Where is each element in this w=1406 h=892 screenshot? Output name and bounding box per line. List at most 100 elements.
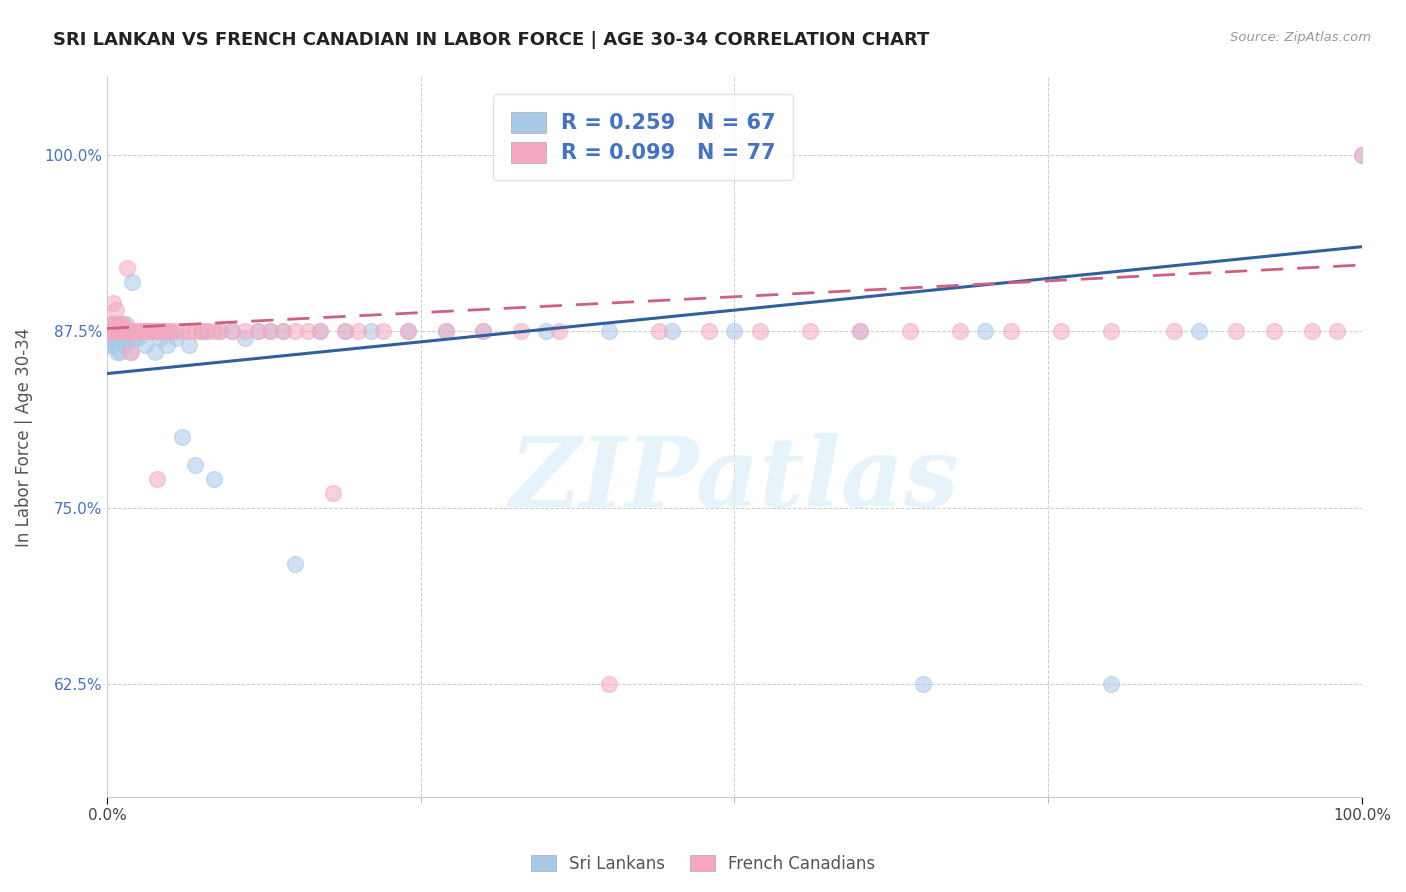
Point [284, 557, 307, 571]
Point [748, 324, 770, 338]
Point [221, 324, 243, 338]
Point [849, 324, 872, 338]
Point [114, 317, 136, 331]
Point [699, 324, 721, 338]
Point [121, 324, 143, 338]
Point [297, 324, 319, 338]
Point [208, 324, 231, 338]
Point [1263, 324, 1285, 338]
Point [136, 324, 159, 338]
Text: SRI LANKAN VS FRENCH CANADIAN IN LABOR FORCE | AGE 30-34 CORRELATION CHART: SRI LANKAN VS FRENCH CANADIAN IN LABOR F… [53, 31, 929, 49]
Point [146, 324, 169, 338]
Point [434, 324, 457, 338]
Point [1351, 148, 1374, 162]
Point [898, 324, 921, 338]
Point [208, 324, 231, 338]
Point [96, 338, 118, 352]
Point [143, 324, 166, 338]
Point [202, 472, 225, 486]
Point [190, 324, 212, 338]
Point [128, 324, 150, 338]
Point [233, 331, 256, 345]
Point [259, 324, 281, 338]
Point [172, 430, 194, 444]
Point [309, 324, 332, 338]
Point [156, 338, 179, 352]
Point [115, 331, 138, 345]
Point [723, 324, 745, 338]
Point [661, 324, 683, 338]
Point [347, 324, 370, 338]
Point [115, 260, 138, 275]
Point [177, 324, 200, 338]
Point [202, 324, 225, 338]
Point [172, 324, 194, 338]
Point [100, 324, 122, 338]
Point [104, 324, 127, 338]
Point [121, 275, 143, 289]
Point [105, 317, 128, 331]
Point [1188, 324, 1211, 338]
Point [598, 677, 620, 691]
Point [114, 338, 136, 352]
Point [849, 324, 872, 338]
Point [472, 324, 495, 338]
Point [233, 324, 256, 338]
Point [371, 324, 394, 338]
Point [96, 317, 118, 331]
Point [648, 324, 671, 338]
Point [124, 324, 146, 338]
Text: ZIPatlas: ZIPatlas [509, 434, 959, 527]
Legend: R = 0.259   N = 67, R = 0.099   N = 77: R = 0.259 N = 67, R = 0.099 N = 77 [494, 95, 793, 180]
Point [139, 324, 162, 338]
Point [152, 324, 174, 338]
Point [120, 324, 142, 338]
Point [434, 324, 457, 338]
Point [284, 324, 307, 338]
Point [120, 345, 142, 359]
Point [108, 324, 131, 338]
Point [124, 331, 146, 345]
Point [96, 331, 118, 345]
Point [134, 338, 156, 352]
Point [143, 345, 166, 359]
Point [1099, 324, 1122, 338]
Point [153, 324, 176, 338]
Point [112, 331, 135, 345]
Point [360, 324, 382, 338]
Point [472, 324, 495, 338]
Point [125, 324, 148, 338]
Point [127, 331, 149, 345]
Point [271, 324, 294, 338]
Point [103, 296, 125, 310]
Point [105, 345, 128, 359]
Point [396, 324, 419, 338]
Point [195, 324, 218, 338]
Point [111, 324, 134, 338]
Point [271, 324, 294, 338]
Point [112, 317, 135, 331]
Point [110, 317, 132, 331]
Point [107, 324, 129, 338]
Point [322, 486, 344, 500]
Point [111, 324, 134, 338]
Point [1000, 324, 1022, 338]
Point [190, 324, 212, 338]
Point [117, 324, 139, 338]
Point [100, 324, 122, 338]
Point [1301, 324, 1323, 338]
Point [103, 324, 125, 338]
Point [259, 324, 281, 338]
Point [177, 338, 200, 352]
Point [131, 324, 153, 338]
Point [159, 324, 181, 338]
Point [108, 317, 131, 331]
Point [396, 324, 419, 338]
Point [221, 324, 243, 338]
Point [139, 324, 162, 338]
Point [96, 324, 118, 338]
Point [165, 331, 187, 345]
Point [134, 324, 156, 338]
Point [335, 324, 357, 338]
Point [101, 324, 124, 338]
